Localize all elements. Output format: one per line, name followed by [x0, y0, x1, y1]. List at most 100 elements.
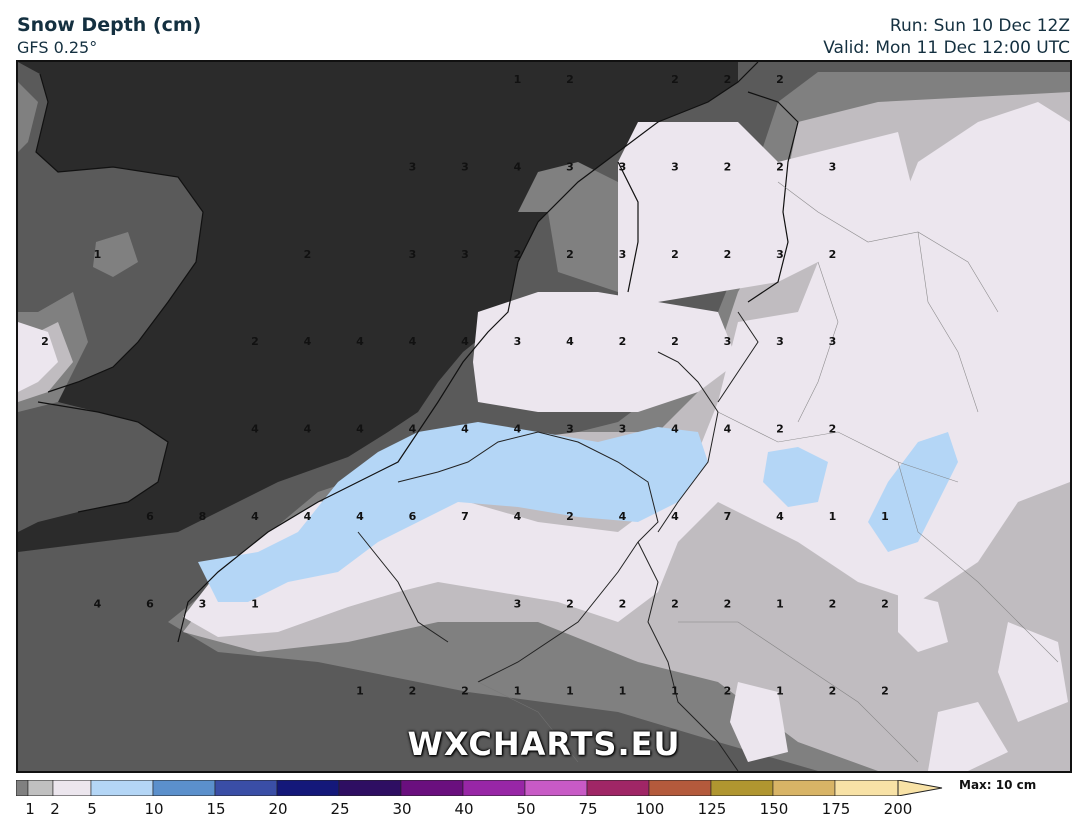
point-value: 3 — [619, 248, 627, 261]
point-value: 3 — [409, 160, 417, 173]
point-value: 4 — [566, 335, 574, 348]
point-value: 2 — [724, 73, 732, 86]
model-label: GFS 0.25° — [17, 38, 98, 57]
point-value: 2 — [251, 335, 259, 348]
colorbar-tick: 5 — [87, 800, 97, 818]
colorbar-cell — [462, 780, 526, 796]
point-value: 2 — [304, 248, 312, 261]
chart-title: Snow Depth (cm) — [17, 14, 202, 36]
point-value: 1 — [619, 685, 627, 698]
point-value: 1 — [514, 73, 522, 86]
point-value: 2 — [829, 423, 837, 436]
point-value: 4 — [251, 423, 259, 436]
point-value: 2 — [671, 597, 679, 610]
point-value: 4 — [619, 510, 627, 523]
colorbar-cell — [648, 780, 712, 796]
point-value: 2 — [41, 335, 49, 348]
colorbar-tick: 100 — [635, 800, 665, 818]
point-value: 1 — [251, 597, 259, 610]
colorbar-cell — [586, 780, 650, 796]
point-value: 2 — [619, 335, 627, 348]
point-value: 1 — [566, 685, 574, 698]
point-value: 2 — [724, 597, 732, 610]
colorbar-cell — [52, 780, 92, 796]
point-value: 3 — [776, 248, 784, 261]
colorbar-tick: 15 — [206, 800, 226, 818]
point-value: 2 — [881, 685, 889, 698]
colorbar-tick: 50 — [516, 800, 536, 818]
colorbar-cell — [772, 780, 836, 796]
point-value: 4 — [514, 160, 522, 173]
colorbar-cell — [276, 780, 340, 796]
point-value: 4 — [409, 335, 417, 348]
point-value: 8 — [199, 510, 207, 523]
point-value: 2 — [566, 597, 574, 610]
colorbar-tick: 1 — [25, 800, 35, 818]
colorbar-cell — [214, 780, 278, 796]
colorbar-tick: 25 — [330, 800, 350, 818]
colorbar-tick: 75 — [578, 800, 598, 818]
point-value: 3 — [566, 423, 574, 436]
point-value: 3 — [514, 597, 522, 610]
point-value: 3 — [619, 423, 627, 436]
point-value: 3 — [776, 335, 784, 348]
point-value: 1 — [829, 510, 837, 523]
point-value: 4 — [356, 423, 364, 436]
point-value: 2 — [724, 685, 732, 698]
colorbar-tick: 125 — [697, 800, 727, 818]
colorbar-tick: 150 — [759, 800, 789, 818]
point-value: 3 — [724, 335, 732, 348]
valid-time-label: Valid: Mon 11 Dec 12:00 UTC — [823, 38, 1070, 58]
point-value: 4 — [304, 423, 312, 436]
country-borders — [357, 311, 759, 771]
point-value: 2 — [566, 73, 574, 86]
point-value: 4 — [514, 510, 522, 523]
point-value: 4 — [776, 510, 784, 523]
point-value: 4 — [724, 423, 732, 436]
colorbar-tick-labels: 1 2 5 10 15 20 25 30 40 50 75 100 125 150 175 200 — [16, 800, 956, 820]
colorbar-cell — [400, 780, 464, 796]
point-value: 2 — [881, 597, 889, 610]
colorbar-cell — [338, 780, 402, 796]
point-value: 2 — [514, 248, 522, 261]
point-value: 2 — [724, 248, 732, 261]
point-value: 1 — [671, 685, 679, 698]
point-value: 1 — [881, 510, 889, 523]
colorbar-tick: 10 — [144, 800, 164, 818]
map-canvas: 1 2 2 2 2 3 3 4 3 3 3 2 2 3 1 2 3 3 2 2 3 2 2 3 2 2 2 4 4 4 4 3 4 2 2 3 3 3 4 4… — [18, 62, 1070, 771]
point-value: 4 — [304, 510, 312, 523]
point-value: 7 — [461, 510, 469, 523]
point-value: 4 — [251, 510, 259, 523]
coastlines — [35, 62, 799, 643]
point-value: 3 — [829, 160, 837, 173]
point-value: 2 — [566, 510, 574, 523]
point-value: 2 — [461, 685, 469, 698]
point-value: 3 — [671, 160, 679, 173]
point-value: 3 — [461, 160, 469, 173]
point-value: 6 — [146, 597, 154, 610]
point-value: 4 — [461, 335, 469, 348]
point-value: 4 — [514, 423, 522, 436]
point-value: 2 — [566, 248, 574, 261]
point-value: 1 — [514, 685, 522, 698]
point-value: 6 — [146, 510, 154, 523]
snow-band-5-10 — [198, 422, 958, 602]
colorbar-cell — [710, 780, 774, 796]
run-label: Run: Sun 10 Dec 12Z — [889, 16, 1070, 36]
point-value: 2 — [619, 597, 627, 610]
point-value: 2 — [671, 73, 679, 86]
point-value: 2 — [409, 685, 417, 698]
watermark-logo: WXCHARTS.EU — [407, 725, 681, 763]
point-value: 4 — [409, 423, 417, 436]
colorbar-tick: 175 — [821, 800, 851, 818]
point-value: 3 — [619, 160, 627, 173]
snow-depth-map[interactable]: 1 2 2 2 2 3 3 4 3 3 3 2 2 3 1 2 3 3 2 2 3 2 2 3 2 2 2 4 4 4 4 3 4 2 2 3 3 3 4 4… — [16, 60, 1072, 773]
point-value: 2 — [671, 248, 679, 261]
point-value: 2 — [829, 248, 837, 261]
point-value: 2 — [724, 160, 732, 173]
point-value: 6 — [409, 510, 417, 523]
point-value: 4 — [304, 335, 312, 348]
point-value: 2 — [776, 423, 784, 436]
point-value: 4 — [671, 423, 679, 436]
colorbar — [16, 780, 943, 796]
